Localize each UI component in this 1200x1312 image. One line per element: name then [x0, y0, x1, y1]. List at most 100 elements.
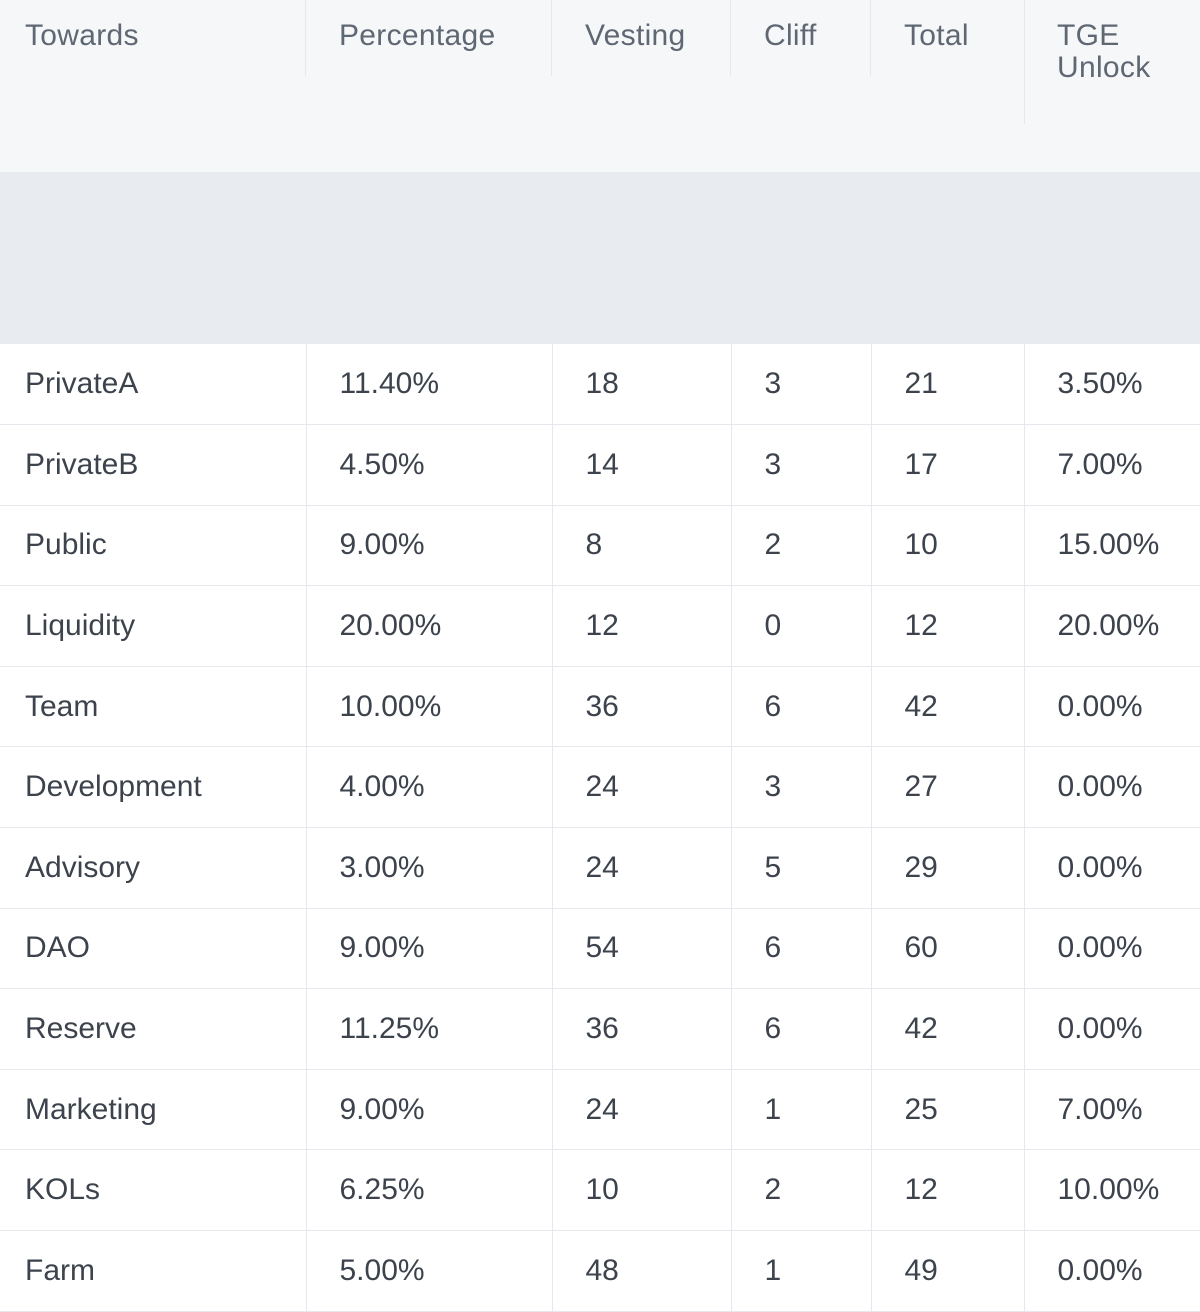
- cell-vesting: 24: [552, 1069, 732, 1151]
- table-row: PrivateA 11.40% 18 3 21 3.50%: [0, 344, 1200, 426]
- cell-vesting: 36: [552, 988, 732, 1070]
- table-row: Farm 5.00% 48 1 49 0.00%: [0, 1230, 1200, 1312]
- cell-tge-unlock: 3.50%: [1024, 344, 1200, 426]
- cell-cliff: 1: [731, 1230, 872, 1312]
- cell-total: 21: [871, 344, 1025, 426]
- table-row: Liquidity 20.00% 12 0 12 20.00%: [0, 585, 1200, 667]
- cell-tge-unlock: 0.00%: [1024, 666, 1200, 748]
- table-row: PrivateB 4.50% 14 3 17 7.00%: [0, 424, 1200, 506]
- cell-tge-unlock: 7.00%: [1024, 1069, 1200, 1151]
- cell-towards: PrivateB: [0, 424, 307, 506]
- cell-total: 27: [871, 746, 1025, 829]
- table-row: Reserve 11.25% 36 6 42 0.00%: [0, 988, 1200, 1070]
- cell-percentage: 9.00%: [306, 505, 553, 587]
- cell-tge-unlock: 0.00%: [1024, 1230, 1200, 1312]
- header-cliff: Cliff: [731, 0, 871, 172]
- table-body: PrivateA 11.40% 18 3 21 3.50% PrivateB 4.50% 14 3…: [0, 344, 1200, 1312]
- cell-tge-unlock: 0.00%: [1024, 746, 1200, 829]
- cell-vesting: 54: [552, 908, 732, 990]
- cell-towards: Marketing: [0, 1069, 307, 1151]
- cell-total: 49: [871, 1230, 1025, 1312]
- cell-cliff: 6: [731, 666, 872, 748]
- cell-tge-unlock: 7.00%: [1024, 424, 1200, 506]
- cell-tge-unlock: 0.00%: [1024, 827, 1200, 909]
- table-row: Development 4.00% 24 3 27 0.00%: [0, 746, 1200, 829]
- cell-towards: Liquidity: [0, 585, 307, 667]
- header-total: Total: [871, 0, 1024, 172]
- cell-total: 12: [871, 1149, 1025, 1232]
- cell-percentage: 4.50%: [306, 424, 553, 506]
- cell-percentage: 9.00%: [306, 1069, 553, 1151]
- cell-vesting: 18: [552, 344, 732, 426]
- cell-vesting: 24: [552, 746, 732, 829]
- cell-cliff: 3: [731, 746, 872, 829]
- cell-towards: PrivateA: [0, 344, 307, 426]
- header-total-label: Total: [904, 19, 969, 52]
- cell-vesting: 36: [552, 666, 732, 748]
- cell-towards: Farm: [0, 1230, 307, 1312]
- cell-percentage: 5.00%: [306, 1230, 553, 1312]
- cell-vesting: 10: [552, 1149, 732, 1232]
- cell-vesting: 12: [552, 585, 732, 667]
- cell-percentage: 3.00%: [306, 827, 553, 909]
- cell-percentage: 4.00%: [306, 746, 553, 829]
- cell-tge-unlock: 15.00%: [1024, 505, 1200, 587]
- cell-vesting: 8: [552, 505, 732, 587]
- cell-towards: KOLs: [0, 1149, 307, 1232]
- header-row: Towards Percentage Vesting Cliff Total T…: [0, 0, 1200, 172]
- cell-total: 29: [871, 827, 1025, 909]
- cell-percentage: 11.40%: [306, 344, 553, 426]
- cell-percentage: 9.00%: [306, 908, 553, 990]
- cell-vesting: 14: [552, 424, 732, 506]
- cell-total: 60: [871, 908, 1025, 990]
- table-row: Public 9.00% 8 2 10 15.00%: [0, 505, 1200, 587]
- cell-cliff: 3: [731, 344, 872, 426]
- cell-cliff: 0: [731, 585, 872, 667]
- table-header: Towards Percentage Vesting Cliff Total T…: [0, 0, 1200, 344]
- table-row: Advisory 3.00% 24 5 29 0.00%: [0, 827, 1200, 909]
- cell-total: 42: [871, 666, 1025, 748]
- header-percentage-label: Percentage: [339, 19, 496, 52]
- cell-tge-unlock: 10.00%: [1024, 1149, 1200, 1232]
- table-row: KOLs 6.25% 10 2 12 10.00%: [0, 1149, 1200, 1232]
- cell-towards: Public: [0, 505, 307, 587]
- cell-tge-unlock: 0.00%: [1024, 908, 1200, 990]
- header-separator: [0, 172, 1200, 344]
- cell-vesting: 24: [552, 827, 732, 909]
- cell-percentage: 11.25%: [306, 988, 553, 1070]
- cell-towards: Team: [0, 666, 307, 748]
- header-vesting-label: Vesting: [585, 19, 686, 52]
- cell-cliff: 1: [731, 1069, 872, 1151]
- header-percentage: Percentage: [306, 0, 552, 172]
- cell-percentage: 10.00%: [306, 666, 553, 748]
- cell-vesting: 48: [552, 1230, 732, 1312]
- cell-total: 42: [871, 988, 1025, 1070]
- header-vesting: Vesting: [552, 0, 731, 172]
- header-tge-unlock-label: TGE Unlock: [1057, 19, 1151, 84]
- cell-cliff: 6: [731, 908, 872, 990]
- cell-cliff: 2: [731, 505, 872, 587]
- header-cliff-label: Cliff: [764, 19, 817, 52]
- cell-total: 25: [871, 1069, 1025, 1151]
- cell-percentage: 20.00%: [306, 585, 553, 667]
- header-towards: Towards: [0, 0, 306, 172]
- table-row: DAO 9.00% 54 6 60 0.00%: [0, 908, 1200, 990]
- header-tge-unlock: TGE Unlock: [1024, 0, 1200, 172]
- cell-tge-unlock: 20.00%: [1024, 585, 1200, 667]
- cell-total: 17: [871, 424, 1025, 506]
- cell-towards: Development: [0, 746, 307, 829]
- cell-total: 12: [871, 585, 1025, 667]
- cell-cliff: 6: [731, 988, 872, 1070]
- table-row: Marketing 9.00% 24 1 25 7.00%: [0, 1069, 1200, 1151]
- cell-tge-unlock: 0.00%: [1024, 988, 1200, 1070]
- cell-cliff: 2: [731, 1149, 872, 1232]
- cell-total: 10: [871, 505, 1025, 587]
- cell-percentage: 6.25%: [306, 1149, 553, 1232]
- cell-towards: Reserve: [0, 988, 307, 1070]
- cell-cliff: 5: [731, 827, 872, 909]
- cell-cliff: 3: [731, 424, 872, 506]
- table-row: Team 10.00% 36 6 42 0.00%: [0, 666, 1200, 748]
- cell-towards: DAO: [0, 908, 307, 990]
- cell-towards: Advisory: [0, 827, 307, 909]
